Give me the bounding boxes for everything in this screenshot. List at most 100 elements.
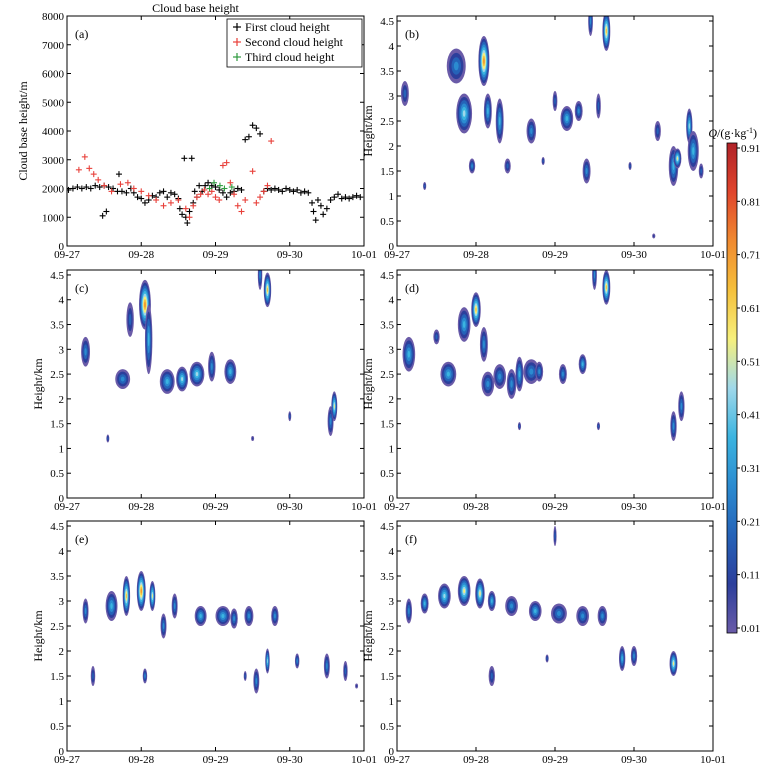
scatter-point — [242, 136, 249, 143]
y-tick-label: 0 — [389, 493, 395, 505]
scatter-point — [294, 186, 301, 193]
cloud-blob — [504, 158, 511, 174]
y-tick-label: 2.5 — [380, 369, 394, 381]
cloud-blob — [602, 270, 611, 305]
x-tick-label: 09-28 — [128, 249, 154, 261]
cloud-blob — [493, 364, 507, 389]
scatter-point — [242, 197, 249, 203]
scatter-point — [317, 202, 324, 209]
x-tick-label: 09-30 — [277, 501, 303, 513]
scatter-point — [349, 194, 356, 201]
y-tick-label: 4.5 — [380, 521, 394, 533]
scatter-point — [167, 189, 174, 196]
cloud-contour — [577, 108, 580, 114]
cloud-blob — [560, 106, 574, 131]
scatter-point — [211, 179, 218, 186]
cloud-contour — [510, 380, 513, 388]
cloud-contour — [251, 437, 254, 440]
cloud-blob — [505, 596, 518, 616]
y-tick-label: 1.5 — [50, 671, 64, 683]
cloud-blob — [106, 434, 110, 443]
y-axis-label: Height/km — [361, 610, 375, 662]
scatter-point — [260, 188, 267, 195]
y-tick-label: 0.5 — [50, 468, 64, 480]
y-tick-label: 3.5 — [50, 320, 64, 332]
scatter-point — [221, 185, 228, 192]
scatter-point — [223, 194, 230, 201]
scatter-point — [323, 205, 330, 212]
cloud-contour — [585, 167, 588, 175]
legend-marker — [233, 38, 241, 46]
scatter-point — [190, 202, 197, 209]
cloud-blob — [654, 121, 661, 141]
y-tick-label: 2.5 — [50, 369, 64, 381]
y-tick-label: 3.5 — [380, 320, 394, 332]
cloud-contour — [333, 404, 335, 409]
colorbar: 0.91 0.81 0.71 0.61 0.51 0.41 0.31 0.21 0.11 0.01… — [708, 126, 760, 636]
cloud-contour — [326, 662, 328, 670]
cloud-contour — [629, 164, 631, 168]
cloud-blob — [457, 307, 471, 342]
cloud-contour — [656, 127, 659, 135]
cloud-blob — [678, 391, 685, 422]
scatter-point — [115, 171, 122, 178]
cloud-contour — [423, 601, 426, 606]
x-tick-label: 09-29 — [542, 501, 568, 513]
cloud-blob — [541, 157, 545, 165]
cloud-contour — [229, 369, 232, 375]
cloud-blob — [468, 158, 476, 174]
legend-label: First cloud height — [245, 20, 330, 34]
cloud-contour — [556, 611, 561, 616]
scatter-point — [342, 194, 349, 201]
cloud-blob — [224, 359, 237, 384]
cloud-contour — [672, 162, 675, 170]
cloud-contour — [565, 116, 569, 121]
y-tick-label: 2 — [389, 646, 395, 658]
y-tick-label: 0 — [59, 746, 65, 758]
panel-label: (f) — [405, 532, 417, 546]
scatter-point — [253, 199, 260, 206]
scatter-point — [264, 182, 271, 189]
axes-frame — [396, 15, 714, 247]
cloud-contour — [125, 593, 127, 599]
x-tick-label: 09-30 — [277, 249, 303, 261]
scatter-point — [275, 186, 282, 193]
cloud-blob — [576, 606, 589, 626]
cloud-contour — [589, 17, 592, 25]
cloud-blob — [669, 651, 678, 676]
cloud-blob — [126, 302, 134, 337]
cloud-blob — [597, 606, 608, 626]
y-tick-label: 2 — [59, 646, 65, 658]
y-tick-label: 6000 — [42, 69, 65, 81]
plot-area-a — [67, 122, 364, 226]
y-tick-label: 1.5 — [50, 419, 64, 431]
colorbar-tick-label: 0.71 — [741, 250, 760, 262]
cloud-blob — [652, 233, 656, 239]
cloud-contour — [490, 672, 493, 680]
panel-a: 09-27 09-28 09-29 09-30 10-01 0 1000 2000 3000 40… — [16, 1, 377, 261]
y-tick-label: 2.5 — [380, 621, 394, 633]
x-tick-label: 09-30 — [277, 754, 303, 766]
scatter-point — [286, 186, 293, 193]
cloud-blob — [144, 304, 153, 375]
cloud-blob — [479, 326, 488, 362]
cloud-blob — [171, 593, 178, 619]
scatter-point — [268, 138, 275, 145]
scatter-point — [117, 181, 124, 188]
cloud-blob — [331, 391, 338, 422]
x-tick-label: 09-28 — [463, 754, 489, 766]
cloud-contour — [601, 613, 604, 619]
y-tick-label: 4.5 — [380, 16, 394, 28]
scatter-point — [201, 186, 208, 193]
cloud-contour — [244, 674, 246, 678]
cloud-blob — [149, 581, 156, 611]
cloud-blob — [456, 93, 473, 134]
scatter-point — [108, 188, 115, 195]
cloud-blob — [230, 608, 238, 629]
scatter-point — [279, 188, 286, 195]
cloud-blob — [545, 654, 549, 663]
cloud-contour — [593, 271, 596, 279]
x-tick-label: 09-28 — [128, 754, 154, 766]
scatter-point — [179, 211, 186, 218]
cloud-contour — [355, 684, 358, 688]
